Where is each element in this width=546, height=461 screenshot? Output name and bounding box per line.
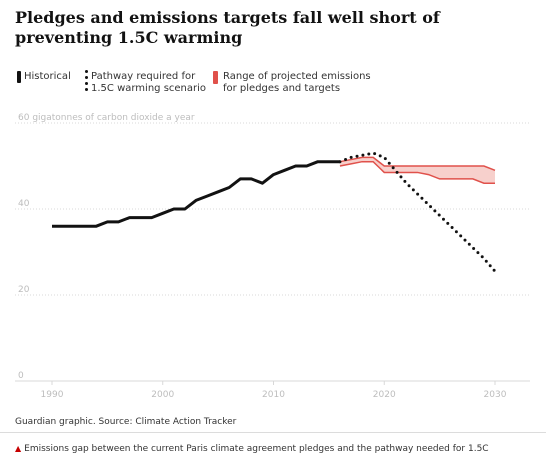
legend-label-pathway: Pathway required for 1.5C warming scenar… <box>91 71 206 95</box>
historical-line <box>52 160 340 228</box>
chart-title: Pledges and emissions targets fall well … <box>15 8 440 47</box>
projection-range-area <box>339 157 495 184</box>
x-tick-label: 1990 <box>41 390 64 400</box>
x-tick-label: 2020 <box>373 390 396 400</box>
legend-label-pathway-line1: Pathway required for <box>91 71 196 82</box>
x-tick-label: 2010 <box>262 390 285 400</box>
footer-divider <box>0 432 546 433</box>
x-tick-label: 2000 <box>151 390 174 400</box>
legend-label-pathway-line2: 1.5C warming scenario <box>91 83 207 94</box>
y-tick-label: 20 <box>18 285 30 295</box>
range-swatch-icon <box>213 71 218 84</box>
historical-swatch-icon <box>17 71 21 83</box>
source-note: Guardian graphic. Source: Climate Action… <box>15 417 237 427</box>
legend: Historical Pathway required for 1.5C war… <box>15 69 535 99</box>
y-axis-label: 60 gigatonnes of carbon dioxide a year <box>18 113 195 123</box>
footnote: ▲ Emissions gap between the current Paris… <box>15 444 489 454</box>
emissions-chart: 60 gigatonnes of carbon dioxide a year 0 2… <box>15 113 530 400</box>
projection-range-upper <box>339 156 496 171</box>
legend-label-historical: Historical <box>24 71 71 82</box>
x-tick-label: 2030 <box>484 390 507 400</box>
dotted-line-swatch-icon <box>85 70 89 94</box>
legend-label-range: Range of projected emissions for pledges… <box>223 71 371 95</box>
pathway-dotted-line <box>338 151 497 273</box>
projection-range-lower <box>339 160 495 184</box>
triangle-up-icon: ▲ <box>15 444 22 453</box>
legend-label-range-line1: Range of projected emissions <box>223 71 371 82</box>
footnote-text: Emissions gap between the current Paris … <box>24 444 489 454</box>
y-tick-label: 40 <box>18 199 30 209</box>
y-tick-label: 0 <box>18 371 24 381</box>
legend-label-range-line2: for pledges and targets <box>223 83 341 94</box>
